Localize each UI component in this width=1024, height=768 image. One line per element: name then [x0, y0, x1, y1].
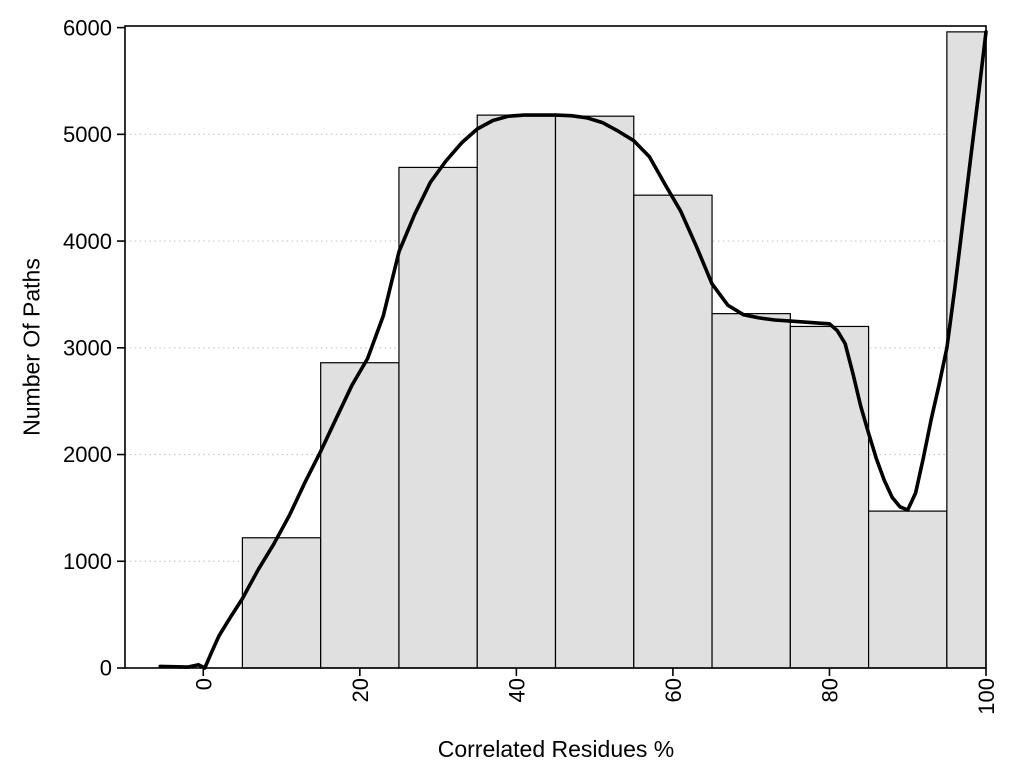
histogram-bar: [789, 325, 870, 669]
x-tick-label: 0: [191, 678, 216, 690]
y-tick-label: 2000: [63, 442, 112, 467]
x-tick-label: 40: [504, 678, 529, 702]
histogram-bar: [554, 115, 635, 669]
histogram-bar: [241, 537, 322, 669]
y-tick-label: 5000: [63, 122, 112, 147]
x-tick-label: 80: [818, 678, 843, 702]
histogram-bar: [633, 194, 713, 669]
histogram-bar: [711, 313, 791, 669]
plot-border: [124, 25, 987, 669]
histogram-bar: [320, 362, 400, 669]
y-tick-label: 4000: [63, 229, 112, 254]
x-axis-title: Correlated Residues %: [437, 736, 675, 762]
histogram-bar: [867, 510, 948, 669]
y-tick-label: 6000: [63, 15, 112, 40]
y-tick-label: 1000: [63, 549, 112, 574]
histogram-bar: [476, 114, 557, 669]
x-tick-label: 20: [348, 678, 373, 702]
histogram-bar: [398, 166, 478, 669]
x-tick-label: 60: [661, 678, 686, 702]
density-curve: [158, 30, 988, 670]
histogram-bar: [946, 31, 987, 669]
y-axis-title: Number Of Paths: [18, 258, 45, 436]
y-tick-label: 0: [100, 656, 112, 681]
y-tick-label: 3000: [63, 336, 112, 361]
x-tick-label: 100: [974, 678, 999, 715]
